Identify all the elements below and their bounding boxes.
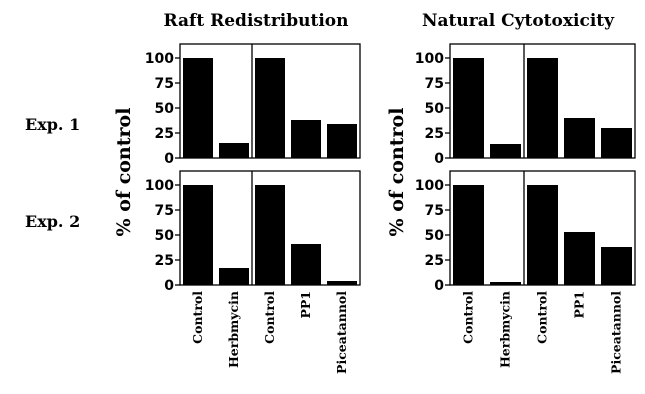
- bar-control-3: [527, 185, 558, 285]
- row-label-exp1: Exp. 1: [25, 115, 80, 134]
- bar-piceatannol-5: [601, 128, 632, 158]
- bar-piceatannol-5: [601, 247, 632, 285]
- y-tick-label: 100: [415, 178, 444, 194]
- bar-pp1-4: [291, 244, 321, 285]
- y-tick-label: 25: [425, 126, 444, 142]
- bar-control-1: [453, 185, 484, 285]
- y-tick-label: 100: [145, 178, 174, 194]
- y-tick-label: 50: [155, 101, 175, 117]
- y-tick-label: 50: [155, 228, 175, 244]
- bar-pp1-4: [564, 232, 595, 285]
- category-label: Control: [535, 291, 550, 344]
- y-tick-label: 0: [434, 278, 444, 294]
- y-tick-label: 25: [425, 253, 444, 269]
- y-tick-label: 0: [164, 151, 174, 167]
- y-tick-label: 0: [164, 278, 174, 294]
- column-title-cytotoxicity: Natural Cytotoxicity: [422, 11, 615, 31]
- y-tick-label: 75: [425, 76, 444, 92]
- category-label: Herbmycin: [498, 291, 513, 368]
- bar-control-1: [453, 58, 484, 158]
- y-tick-label: 25: [155, 253, 174, 269]
- bar-herbmycin-2: [490, 282, 521, 285]
- bar-pp1-4: [291, 120, 321, 158]
- y-tick-label: 0: [434, 151, 444, 167]
- bar-control-3: [255, 185, 285, 285]
- category-label: Control: [190, 291, 205, 344]
- chart-panel-1: 0 25 50 75 100: [145, 43, 361, 167]
- bar-piceatannol-5: [327, 281, 357, 285]
- bar-herbmycin-2: [219, 268, 249, 285]
- bar-herbmycin-2: [219, 143, 249, 158]
- y-tick-label: 50: [425, 228, 445, 244]
- y-tick-label: 75: [155, 76, 174, 92]
- category-label: PP1: [298, 291, 313, 319]
- y-tick-label: 100: [145, 51, 174, 67]
- bar-piceatannol-5: [327, 124, 357, 158]
- column-title-raft: Raft Redistribution: [164, 11, 349, 31]
- y-axis-label-left: % of control: [113, 108, 135, 237]
- bar-control-1: [183, 185, 213, 285]
- category-label: Piceatannol: [334, 291, 349, 374]
- bar-pp1-4: [564, 118, 595, 158]
- y-tick-label: 50: [425, 101, 445, 117]
- category-label: PP1: [572, 291, 587, 319]
- bar-control-1: [183, 58, 213, 158]
- chart-panel-3: 0 25 50 75 100 Control Herbmycin Control PP1 Pice…: [145, 170, 361, 374]
- chart-panel-2: 0 25 50 75 100: [415, 43, 636, 167]
- bar-herbmycin-2: [490, 144, 521, 158]
- bar-control-3: [255, 58, 285, 158]
- category-label: Piceatannol: [609, 291, 624, 374]
- bar-control-3: [527, 58, 558, 158]
- category-label: Herbmycin: [226, 291, 241, 368]
- category-label: Control: [461, 291, 476, 344]
- panels: 0 25 50 75 100 0 25 50 75 100 0 25 50 75 100 Control Her…: [145, 43, 636, 374]
- row-label-exp2: Exp. 2: [25, 212, 80, 231]
- y-tick-label: 100: [415, 51, 444, 67]
- y-axis-label-right: % of control: [386, 108, 408, 237]
- chart-panel-4: 0 25 50 75 100 Control Herbmycin Control PP1 Pice…: [415, 170, 636, 374]
- y-tick-label: 25: [155, 126, 174, 142]
- y-tick-label: 75: [155, 203, 174, 219]
- y-tick-label: 75: [425, 203, 444, 219]
- category-label: Control: [262, 291, 277, 344]
